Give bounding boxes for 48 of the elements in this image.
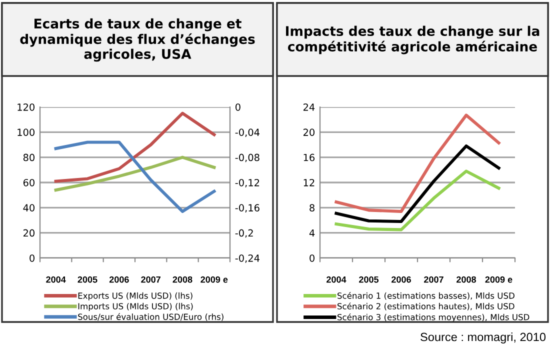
x-tick-label: 2004: [326, 276, 346, 283]
y-tick-label: 80: [23, 154, 34, 162]
chart-title: Impacts des taux de change sur la compétitivité agricole américaine: [286, 26, 540, 54]
x-tick-label: 2006: [392, 276, 411, 283]
y2-tick-label: -0,16: [235, 204, 260, 212]
y2-tick-label: -0,2: [235, 229, 253, 238]
legend-label: Scénario 3 (estimations moyennes), Mlds USD: [338, 313, 530, 322]
x-tick-label: 2004: [46, 276, 66, 283]
x-tick-label: 2009 e: [485, 276, 512, 283]
y-tick-label: 40: [23, 204, 34, 212]
y2-tick-label: -0,04: [235, 128, 260, 137]
y-tick-label: 0: [310, 254, 314, 262]
line-series: [334, 144, 500, 224]
line-series: [334, 170, 500, 232]
x-tick-label: 2009 e: [200, 276, 228, 283]
y2-tick-label: -0,08: [235, 154, 260, 162]
y-tick-label: 100: [18, 128, 34, 136]
y-tick-label: 20: [303, 128, 314, 136]
y-tick-label: 0: [30, 254, 34, 262]
y-tick-label: 120: [18, 103, 34, 111]
line-series: [54, 140, 216, 213]
y-tick-label: 8: [310, 204, 314, 212]
y-tick-label: 60: [23, 178, 34, 186]
y-tick-label: 24: [303, 103, 315, 111]
x-tick-label: 2008: [172, 276, 192, 283]
y2-tick-label: -0,12: [235, 178, 260, 188]
y-tick-label: 12: [304, 178, 314, 186]
line-series: [54, 156, 216, 192]
source-note: Source : momagri, 2010: [420, 332, 546, 344]
line-series: [334, 114, 500, 213]
y-tick-label: 20: [23, 229, 34, 237]
legend-label: Scénario 1 (estimations basses), Mlds USD: [338, 292, 514, 300]
x-tick-label: 2005: [359, 276, 379, 283]
y-tick-label: 4: [309, 229, 315, 237]
x-tick-label: 2008: [456, 276, 476, 283]
y2-tick-label: -0,24: [235, 254, 260, 263]
x-tick-label: 2005: [78, 276, 98, 283]
legend-label: Sous/sur évaluation USD/Euro (rhs): [78, 313, 224, 321]
line-series: [54, 112, 216, 183]
x-tick-label: 2007: [424, 276, 444, 283]
y2-tick-label: 0: [236, 103, 240, 111]
x-tick-label: 2006: [109, 276, 129, 283]
y-tick-label: 16: [304, 154, 315, 162]
legend-label: Imports US (Mlds USD) (lhs): [78, 302, 193, 311]
x-tick-label: 2007: [141, 276, 160, 283]
legend-label: Scénario 2 (estimations hautes), Mlds USD: [338, 302, 514, 310]
chart-title: Ecarts de taux de change et dynamique des flux d’échanges agricoles, USA: [20, 18, 255, 62]
legend-label: Exports US (Mlds USD) (lhs): [78, 292, 192, 300]
